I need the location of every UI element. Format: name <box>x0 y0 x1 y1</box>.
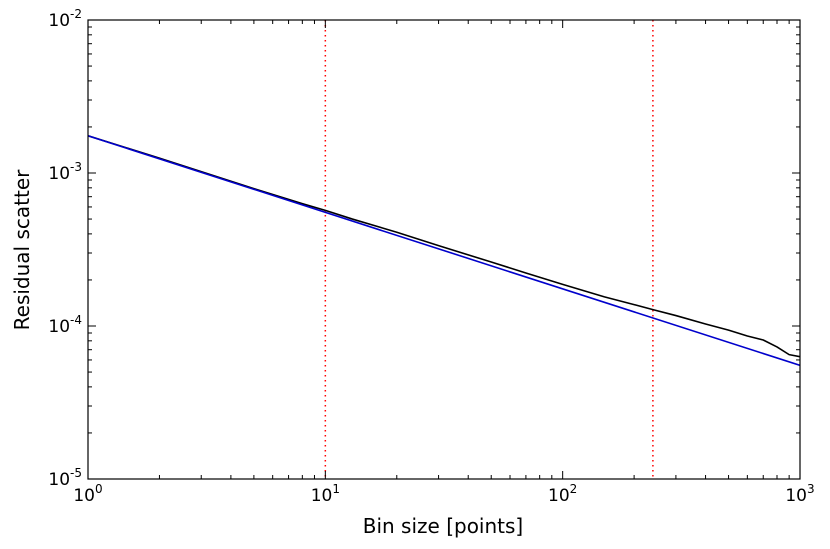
data-layer <box>88 20 800 479</box>
series-line-0 <box>88 135 800 358</box>
y-tick-label: 10-3 <box>48 160 82 184</box>
x-tick-label: 103 <box>785 482 814 506</box>
plot-area: 100 101 102 103 10-5 10-4 10-3 10-2 <box>48 7 814 506</box>
series-line-1 <box>88 135 800 367</box>
x-tick-label: 102 <box>548 482 577 506</box>
plot-frame <box>87 19 801 480</box>
x-tick-label: 100 <box>73 482 102 506</box>
x-axis-label: Bin size [points] <box>363 514 523 538</box>
y-tick-label: 10-4 <box>48 313 82 337</box>
y-tick-label: 10-2 <box>48 7 82 31</box>
x-tick-label: 101 <box>311 482 340 506</box>
y-axis-label: Residual scatter <box>10 169 34 330</box>
tick-marks <box>87 19 801 480</box>
y-tick-label: 10-5 <box>48 466 82 490</box>
